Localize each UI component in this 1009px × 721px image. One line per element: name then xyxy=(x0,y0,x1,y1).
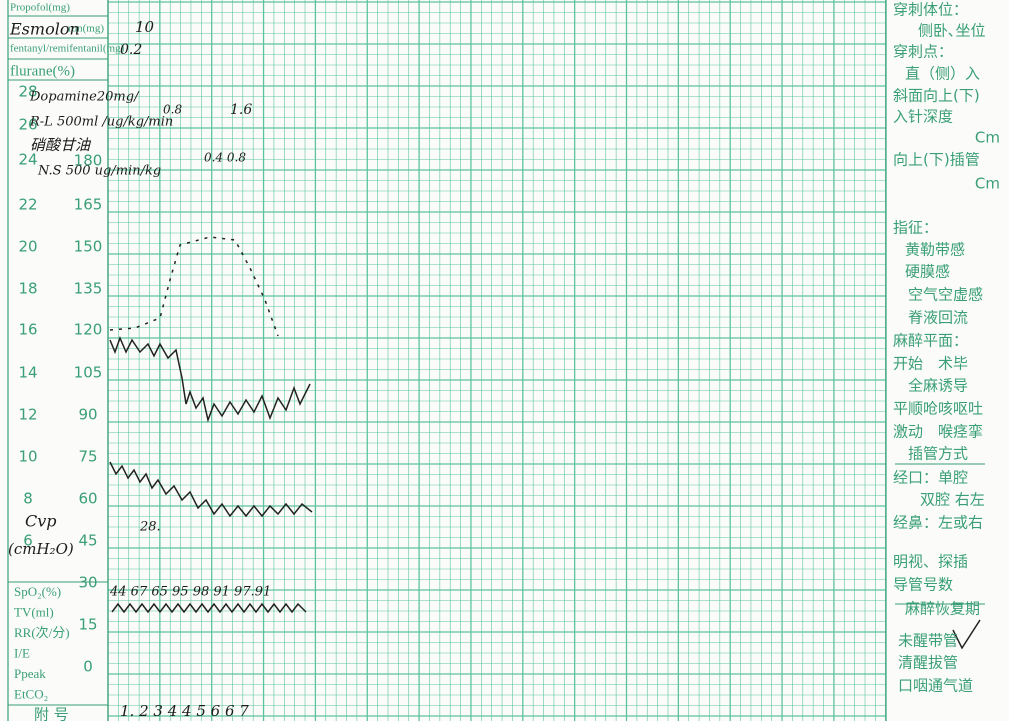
bp-low-curve xyxy=(110,338,310,420)
side-panel-text: Cm xyxy=(975,175,1000,193)
right-scale-label: 105 xyxy=(74,364,103,382)
side-panel-text: 指征： xyxy=(893,219,938,237)
left-scale-label: 14 xyxy=(18,364,37,382)
side-panel-text: 穿刺体位： xyxy=(893,1,968,19)
monitor-label: TV(ml) xyxy=(14,604,54,619)
side-panel-text: 麻醉平面： xyxy=(893,332,968,350)
side-panel-text: 清醒拔管 xyxy=(898,654,958,672)
side-panel-text: 麻醉恢复期 xyxy=(905,600,980,618)
left-scale-label: 12 xyxy=(18,406,37,424)
side-panel-text: 激动 喉痉挛 xyxy=(893,423,983,441)
right-scale-label: 0 xyxy=(83,658,93,676)
side-panel-text: 硬膜感 xyxy=(905,263,950,281)
left-scale-label: 10 xyxy=(18,448,37,466)
handwriting: 1. 2 3 4 4 5 6 6 7 xyxy=(120,702,249,720)
side-panel-text: 脊液回流 xyxy=(908,309,968,327)
handwriting: Cvp xyxy=(25,512,57,531)
side-panel-text: 导管号数 xyxy=(893,576,953,594)
right-scale-label: 60 xyxy=(78,490,97,508)
side-panel-text: 向上(下)插管 xyxy=(893,151,980,169)
side-panel-text: 经鼻：左或右 xyxy=(893,514,983,532)
side-panel-text: 侧卧､坐位 xyxy=(918,22,986,40)
handwriting: 1.6 xyxy=(230,102,252,118)
monitor-label: Ppeak xyxy=(14,666,46,681)
handwriting: 0.2 xyxy=(120,42,142,58)
drug-label: fentanyl/remifentanil(mg) xyxy=(10,43,125,55)
side-panel-text: 穿刺点： xyxy=(893,43,953,61)
side-panel-text: 口咽通气道 xyxy=(898,677,973,695)
monitor-label: RR(次/分) xyxy=(14,625,70,640)
left-scale-label: 22 xyxy=(18,196,37,214)
left-scale-label: 8 xyxy=(23,490,33,508)
right-scale-label: 75 xyxy=(78,448,97,466)
side-panel-text: 黄勒带感 xyxy=(905,241,965,259)
side-panel-text: 空气空虚感 xyxy=(908,286,983,304)
right-scale-label: 150 xyxy=(74,238,103,256)
side-panel-text: 明视、探插 xyxy=(893,553,968,571)
right-scale-label: 135 xyxy=(74,280,103,298)
grid xyxy=(8,0,985,721)
handwriting: 44 67 65 95 98 91 97.91 xyxy=(109,585,271,600)
right-scale-label: 15 xyxy=(78,616,97,634)
side-panel-text: 未醒带管 xyxy=(898,632,958,650)
side-panel-text: 开始 术毕 xyxy=(893,355,968,373)
right-scale-label: 120 xyxy=(74,321,103,339)
side-panel-text: 斜面向上(下) xyxy=(893,87,980,105)
bp-curve xyxy=(110,237,278,336)
drug-label: flurane(%) xyxy=(10,63,75,79)
monitor-label: I/E xyxy=(14,645,30,660)
handwriting: R-L 500ml /ug/kg/min xyxy=(29,115,173,130)
side-panel-text: 插管方式 xyxy=(908,445,968,463)
left-scale-label: 18 xyxy=(18,280,37,298)
monitor-label: EtCO₂ xyxy=(14,686,48,701)
side-panel-text: 平顺呛咳呕吐 xyxy=(893,400,983,418)
right-scale-label: 45 xyxy=(78,532,97,550)
side-panel-text: 直（侧）入 xyxy=(905,65,980,83)
handwriting: 0.8 xyxy=(163,103,182,117)
handwriting: Esmolon xyxy=(9,20,80,39)
right-scale-label: 30 xyxy=(78,574,97,592)
handwriting: Dopamine20mg/ xyxy=(29,90,140,105)
side-panel-text: 双腔 右左 xyxy=(920,491,985,509)
handwriting: 硝酸甘油 xyxy=(30,136,92,154)
right-scale-label: 165 xyxy=(74,196,103,214)
side-panel-text: Cm xyxy=(975,129,1000,147)
record-sheet: Propofol(mg)ron(mg)fentanyl/remifentanil… xyxy=(0,0,1009,721)
side-panel-text: 经口：单腔 xyxy=(893,469,968,487)
handwriting: 0.4 0.8 xyxy=(204,151,246,165)
handwriting: 28. xyxy=(139,520,161,535)
right-scale-label: 90 xyxy=(78,406,97,424)
hr-curve xyxy=(110,462,312,516)
left-scale-label: 20 xyxy=(18,238,37,256)
drug-label: Propofol(mg) xyxy=(10,2,70,14)
monitor-label: SpO₂(%) xyxy=(14,584,61,599)
handwriting: (cmH₂O) xyxy=(8,540,74,558)
handwriting: 10 xyxy=(135,18,155,36)
side-panel-text: 入针深度 xyxy=(893,108,953,126)
side-panel-text: 全麻诱导 xyxy=(908,377,968,395)
handwriting: N.S 500 ug/min/kg xyxy=(37,164,161,179)
bottom-label: 附 号 xyxy=(34,706,69,721)
left-scale-label: 16 xyxy=(18,321,37,339)
